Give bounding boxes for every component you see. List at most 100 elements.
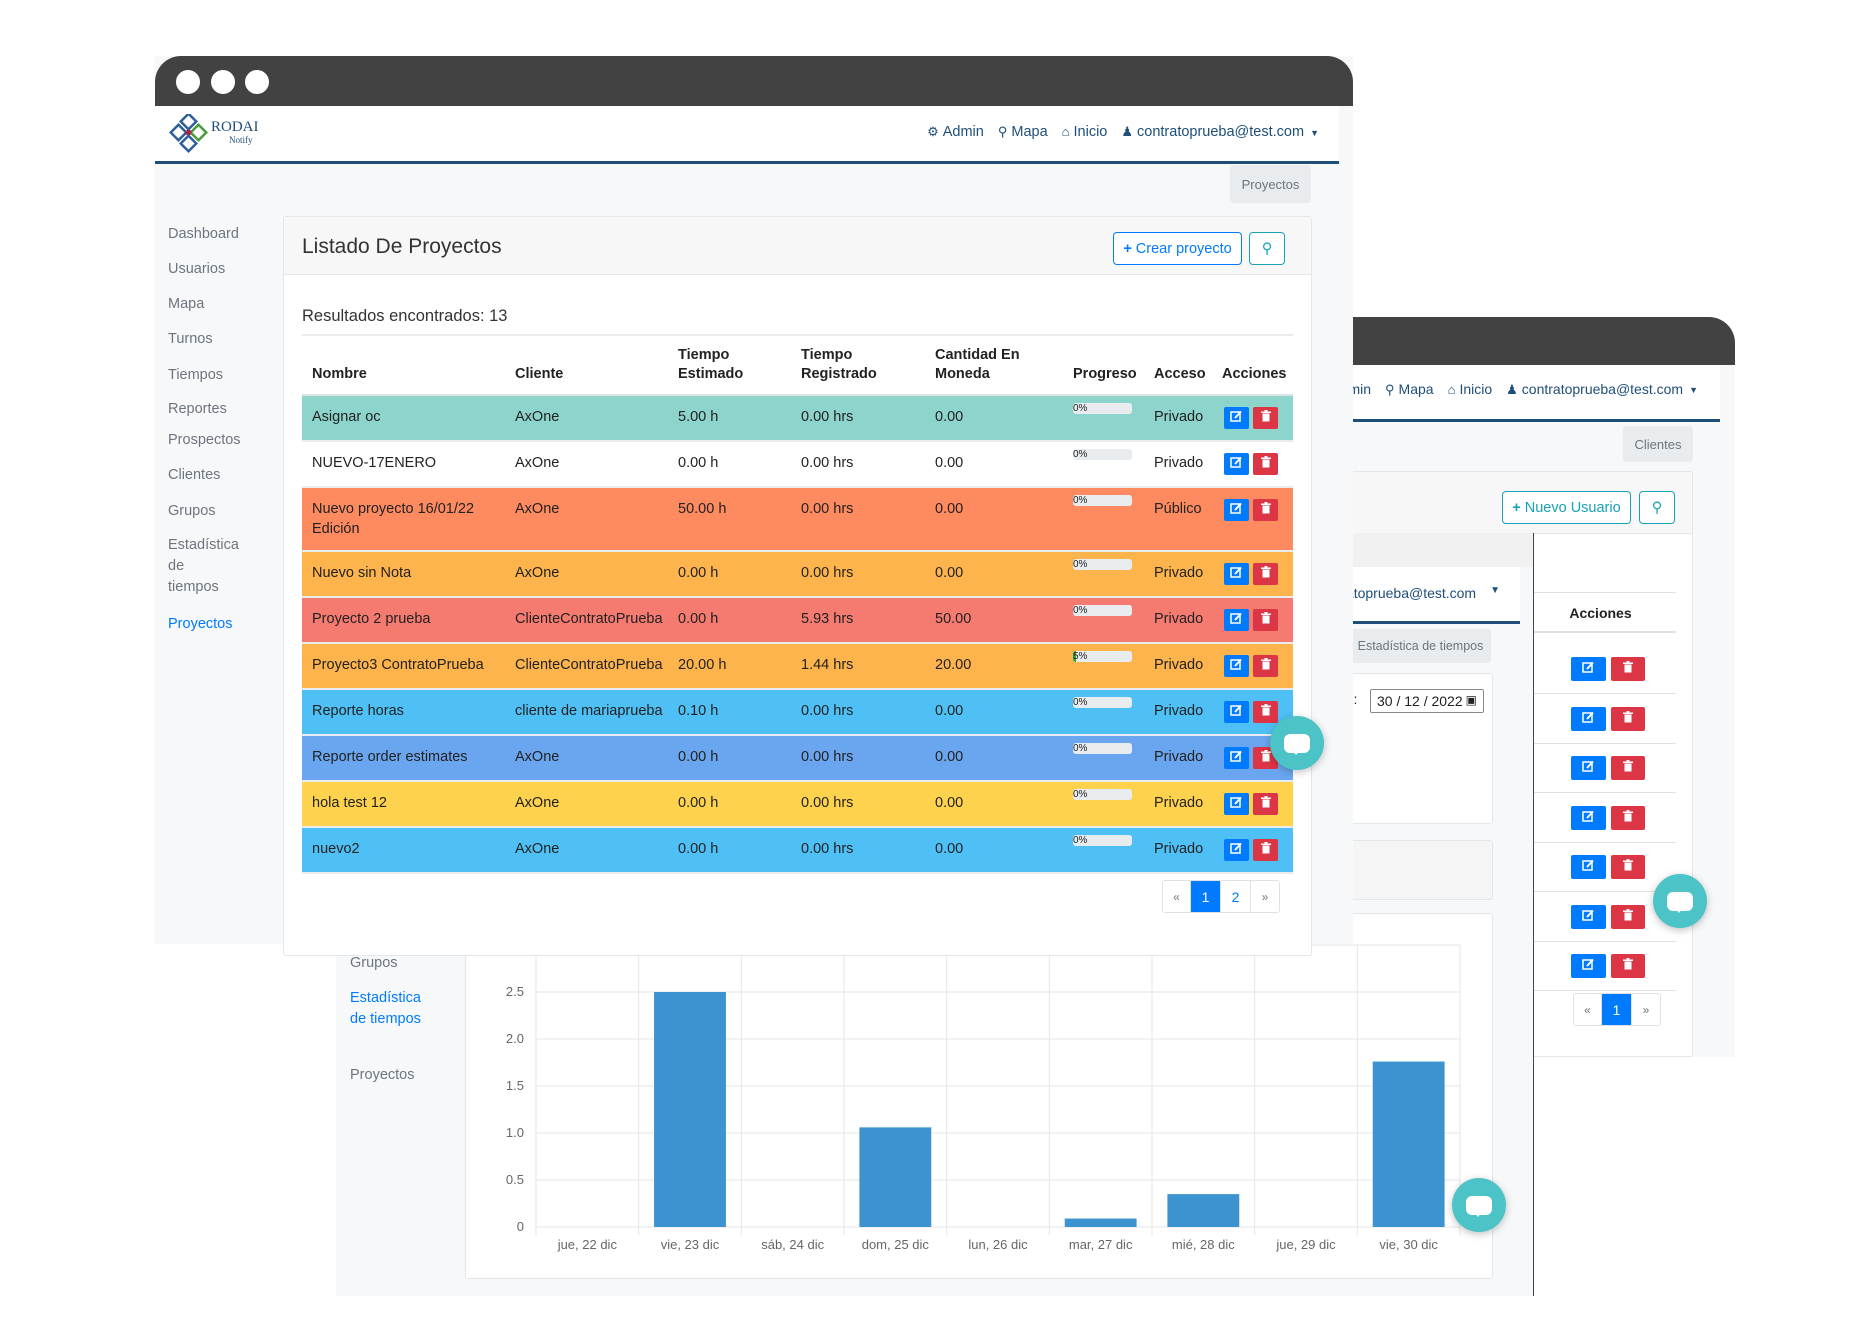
table-row[interactable]: Proyecto 2 prueba ClienteContratoPrueba … [302,597,1293,644]
edit-button[interactable] [1571,954,1606,978]
table-row[interactable]: NUEVO-17ENERO AxOne 0.00 h 0.00 hrs 0.00… [302,441,1293,488]
brand-logo[interactable]: RODAI Notify [169,114,259,154]
breadcrumb[interactable]: Estadística de tiempos [1350,629,1491,663]
edit-button[interactable] [1224,701,1249,723]
sidebar-item-estadistica[interactable]: Estadística de tiempos [350,990,421,1027]
edit-button[interactable] [1571,657,1606,681]
window-dot[interactable] [211,70,235,94]
bar[interactable] [1064,1218,1137,1227]
delete-button[interactable] [1611,805,1645,830]
bar[interactable] [1167,1194,1240,1227]
edit-button[interactable] [1224,453,1249,475]
edit-button[interactable] [1224,793,1249,815]
nav-mapa[interactable]: ⚲ Mapa [998,124,1048,142]
table-row[interactable] [1534,794,1676,843]
bar[interactable] [1372,1061,1445,1227]
end-date-input[interactable]: 30 / 12 / 2022 ▣ [1370,689,1484,713]
edit-button[interactable] [1224,839,1249,861]
window-dot[interactable] [176,70,200,94]
edit-button[interactable] [1224,655,1249,677]
edit-button[interactable] [1224,563,1249,585]
table-row[interactable]: Nuevo sin Nota AxOne 0.00 h 0.00 hrs 0.0… [302,551,1293,598]
table-row[interactable] [1534,695,1676,744]
chat-button[interactable] [1270,716,1324,770]
table-row[interactable] [1534,893,1676,942]
window-dot[interactable] [245,70,269,94]
table-row[interactable]: hola test 12 AxOne 0.00 h 0.00 hrs 0.00 … [302,781,1293,828]
delete-button[interactable] [1611,657,1645,681]
table-row[interactable] [1534,645,1676,694]
page-1[interactable]: 1 [1602,994,1632,1025]
delete-button[interactable] [1611,954,1645,978]
bar[interactable] [654,992,726,1227]
table-row[interactable] [1534,843,1676,892]
create-project-button[interactable]: + Crear proyecto [1113,232,1242,265]
delete-button[interactable] [1253,453,1278,475]
breadcrumb[interactable]: Proyectos [1230,165,1311,203]
nav-mapa[interactable]: ⚲ Mapa [1385,381,1434,399]
delete-button[interactable] [1253,701,1278,723]
delete-button[interactable] [1253,793,1278,815]
table-row[interactable] [1534,942,1676,991]
sidebar-item-clientes[interactable]: Clientes [168,467,221,483]
sidebar-item-tiempos[interactable]: Tiempos [168,367,224,383]
delete-button[interactable] [1253,407,1278,429]
table-row[interactable] [1534,744,1676,793]
nav-inicio[interactable]: ⌂ Inicio [1448,381,1493,399]
page-next[interactable]: » [1642,1002,1650,1017]
edit-button[interactable] [1571,706,1606,731]
sidebar-item-reportes[interactable]: Reportes [168,401,227,417]
search-button[interactable]: ⚲ [1639,491,1675,524]
edit-button[interactable] [1571,805,1606,830]
delete-button[interactable] [1611,855,1645,879]
sidebar-item-estadistica[interactable]: Estadística de tiempos [168,537,239,595]
page-prev[interactable]: « [1574,994,1602,1025]
page-2[interactable]: 2 [1221,881,1251,912]
edit-button[interactable] [1571,756,1606,780]
edit-button[interactable] [1224,499,1249,521]
edit-button[interactable] [1571,855,1606,879]
table-row[interactable]: Asignar oc AxOne 5.00 h 0.00 hrs 0.00 0%… [302,395,1293,442]
delete-button[interactable] [1253,499,1278,521]
edit-button[interactable] [1224,747,1249,769]
sidebar-item-prospectos[interactable]: Prospectos [168,432,241,448]
breadcrumb[interactable]: Clientes [1623,426,1693,462]
nav-user-menu[interactable]: ♟ contratoprueba@test.com [1506,381,1683,399]
delete-button[interactable] [1253,609,1278,631]
user-menu[interactable]: contratoprueba@test.com [1314,585,1477,601]
delete-button[interactable] [1253,839,1278,861]
sidebar-item-grupos[interactable]: Grupos [350,955,398,971]
delete-button[interactable] [1611,756,1645,780]
table-row[interactable]: Proyecto3 ContratoPrueba ClienteContrato… [302,643,1293,690]
sidebar-item-mapa[interactable]: Mapa [168,296,205,312]
nav-user-menu[interactable]: ♟ contratoprueba@test.com [1121,124,1304,142]
table-row[interactable]: Nuevo proyecto 16/01/22 Edición AxOne 50… [302,487,1293,552]
chat-button[interactable] [1653,874,1707,928]
table-row[interactable]: Reporte order estimates AxOne 0.00 h 0.0… [302,735,1293,782]
page-prev[interactable]: « [1163,881,1191,912]
nav-admin[interactable]: ⚙Admin [927,124,984,142]
sidebar-item-turnos[interactable]: Turnos [168,331,213,347]
delete-button[interactable] [1611,904,1645,929]
delete-button[interactable] [1253,563,1278,585]
delete-button[interactable] [1253,655,1278,677]
edit-button[interactable] [1224,407,1249,429]
new-user-button[interactable]: + Nuevo Usuario [1502,491,1631,524]
page-1[interactable]: 1 [1191,881,1221,912]
bar[interactable] [859,1127,932,1227]
edit-button[interactable] [1224,609,1249,631]
sidebar-item-usuarios[interactable]: Usuarios [168,261,226,277]
sidebar-item-proyectos[interactable]: Proyectos [168,616,233,632]
nav-admin[interactable]: ⚙Admin [1353,381,1371,399]
table-row[interactable]: nuevo2 AxOne 0.00 h 0.00 hrs 0.00 0% Pri… [302,827,1293,874]
edit-button[interactable] [1571,904,1606,929]
sidebar-item-proyectos[interactable]: Proyectos [350,1067,415,1083]
table-row[interactable]: Reporte horas cliente de mariaprueba 0.1… [302,689,1293,736]
page-next[interactable]: » [1261,889,1269,904]
chat-button[interactable] [1452,1178,1506,1232]
sidebar-item-grupos[interactable]: Grupos [168,503,216,519]
search-button[interactable]: ⚲ [1249,232,1285,265]
sidebar-item-dashboard[interactable]: Dashboard [168,226,239,242]
nav-inicio[interactable]: ⌂ Inicio [1062,124,1108,142]
delete-button[interactable] [1611,706,1645,731]
